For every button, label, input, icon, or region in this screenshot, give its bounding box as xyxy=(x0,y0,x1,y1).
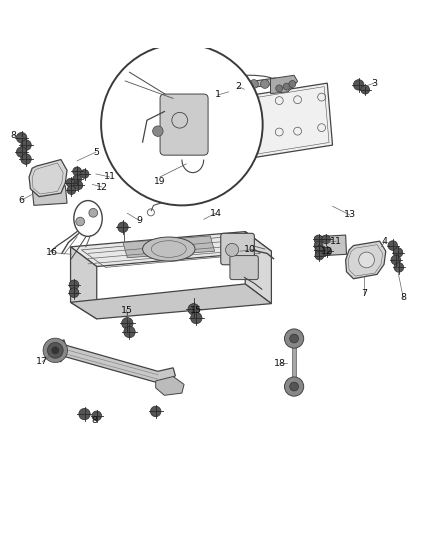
Circle shape xyxy=(150,406,161,417)
Text: 8: 8 xyxy=(11,131,17,140)
Circle shape xyxy=(239,79,247,88)
Circle shape xyxy=(43,338,67,362)
Polygon shape xyxy=(155,376,184,395)
Circle shape xyxy=(285,329,304,348)
FancyBboxPatch shape xyxy=(221,233,254,265)
Polygon shape xyxy=(223,83,332,161)
Polygon shape xyxy=(271,75,297,94)
Circle shape xyxy=(74,181,83,190)
Circle shape xyxy=(323,247,332,256)
Polygon shape xyxy=(315,235,346,256)
Circle shape xyxy=(124,326,135,338)
Text: 10: 10 xyxy=(244,245,255,254)
Polygon shape xyxy=(46,340,175,384)
Circle shape xyxy=(228,79,237,88)
Circle shape xyxy=(122,318,133,329)
Text: 5: 5 xyxy=(93,148,99,157)
Circle shape xyxy=(283,83,290,90)
Circle shape xyxy=(391,255,401,265)
Circle shape xyxy=(289,80,296,87)
Text: 12: 12 xyxy=(96,182,108,191)
Circle shape xyxy=(321,235,330,244)
Circle shape xyxy=(67,185,76,195)
Circle shape xyxy=(393,248,403,257)
Text: 12: 12 xyxy=(321,247,333,256)
Text: 16: 16 xyxy=(46,248,58,257)
FancyBboxPatch shape xyxy=(160,94,208,155)
Circle shape xyxy=(361,85,370,94)
Circle shape xyxy=(188,304,199,315)
Circle shape xyxy=(21,154,31,164)
Circle shape xyxy=(73,167,81,176)
Circle shape xyxy=(76,217,85,226)
Circle shape xyxy=(285,377,304,396)
Polygon shape xyxy=(32,185,67,205)
Polygon shape xyxy=(71,247,97,319)
Text: 8: 8 xyxy=(92,416,98,425)
Text: 19: 19 xyxy=(154,177,166,186)
Circle shape xyxy=(315,251,324,260)
Circle shape xyxy=(353,79,364,90)
Text: 11: 11 xyxy=(330,237,342,246)
Circle shape xyxy=(290,382,298,391)
Circle shape xyxy=(250,79,258,88)
Text: 15: 15 xyxy=(120,305,132,314)
Text: 6: 6 xyxy=(19,196,25,205)
Polygon shape xyxy=(223,78,276,92)
Circle shape xyxy=(80,169,89,179)
Circle shape xyxy=(16,133,27,143)
Polygon shape xyxy=(29,159,67,197)
Circle shape xyxy=(152,126,163,136)
Ellipse shape xyxy=(143,237,195,261)
Text: 7: 7 xyxy=(361,289,367,298)
Circle shape xyxy=(261,79,269,88)
Text: 11: 11 xyxy=(104,173,116,182)
Text: 2: 2 xyxy=(236,82,242,91)
Polygon shape xyxy=(245,231,272,304)
Circle shape xyxy=(66,179,75,187)
Text: 18: 18 xyxy=(274,359,286,368)
Text: 13: 13 xyxy=(344,211,356,220)
Text: 3: 3 xyxy=(371,79,377,87)
Text: 15: 15 xyxy=(190,305,202,314)
Circle shape xyxy=(290,334,298,343)
Text: 8: 8 xyxy=(400,294,406,302)
Circle shape xyxy=(69,280,79,289)
Circle shape xyxy=(21,140,31,150)
Circle shape xyxy=(79,408,90,420)
Polygon shape xyxy=(71,284,272,319)
Circle shape xyxy=(359,252,374,268)
Text: 4: 4 xyxy=(382,237,388,246)
Circle shape xyxy=(92,411,102,421)
Polygon shape xyxy=(71,231,272,266)
Circle shape xyxy=(314,241,323,250)
Circle shape xyxy=(226,244,239,256)
Circle shape xyxy=(394,263,404,272)
Text: 1: 1 xyxy=(215,91,221,100)
Circle shape xyxy=(47,343,63,358)
Circle shape xyxy=(314,235,323,244)
Circle shape xyxy=(388,241,398,251)
Polygon shape xyxy=(346,241,386,279)
Circle shape xyxy=(191,312,202,324)
Circle shape xyxy=(118,222,128,232)
Circle shape xyxy=(73,175,81,183)
FancyBboxPatch shape xyxy=(230,256,258,280)
Circle shape xyxy=(69,288,79,297)
Circle shape xyxy=(315,246,324,254)
Circle shape xyxy=(16,147,27,157)
Circle shape xyxy=(52,347,59,354)
Circle shape xyxy=(101,44,263,205)
Circle shape xyxy=(276,85,283,92)
Text: 17: 17 xyxy=(36,357,48,366)
Circle shape xyxy=(89,208,98,217)
Text: 14: 14 xyxy=(209,209,222,218)
Polygon shape xyxy=(123,236,215,258)
Text: 9: 9 xyxy=(137,216,142,225)
